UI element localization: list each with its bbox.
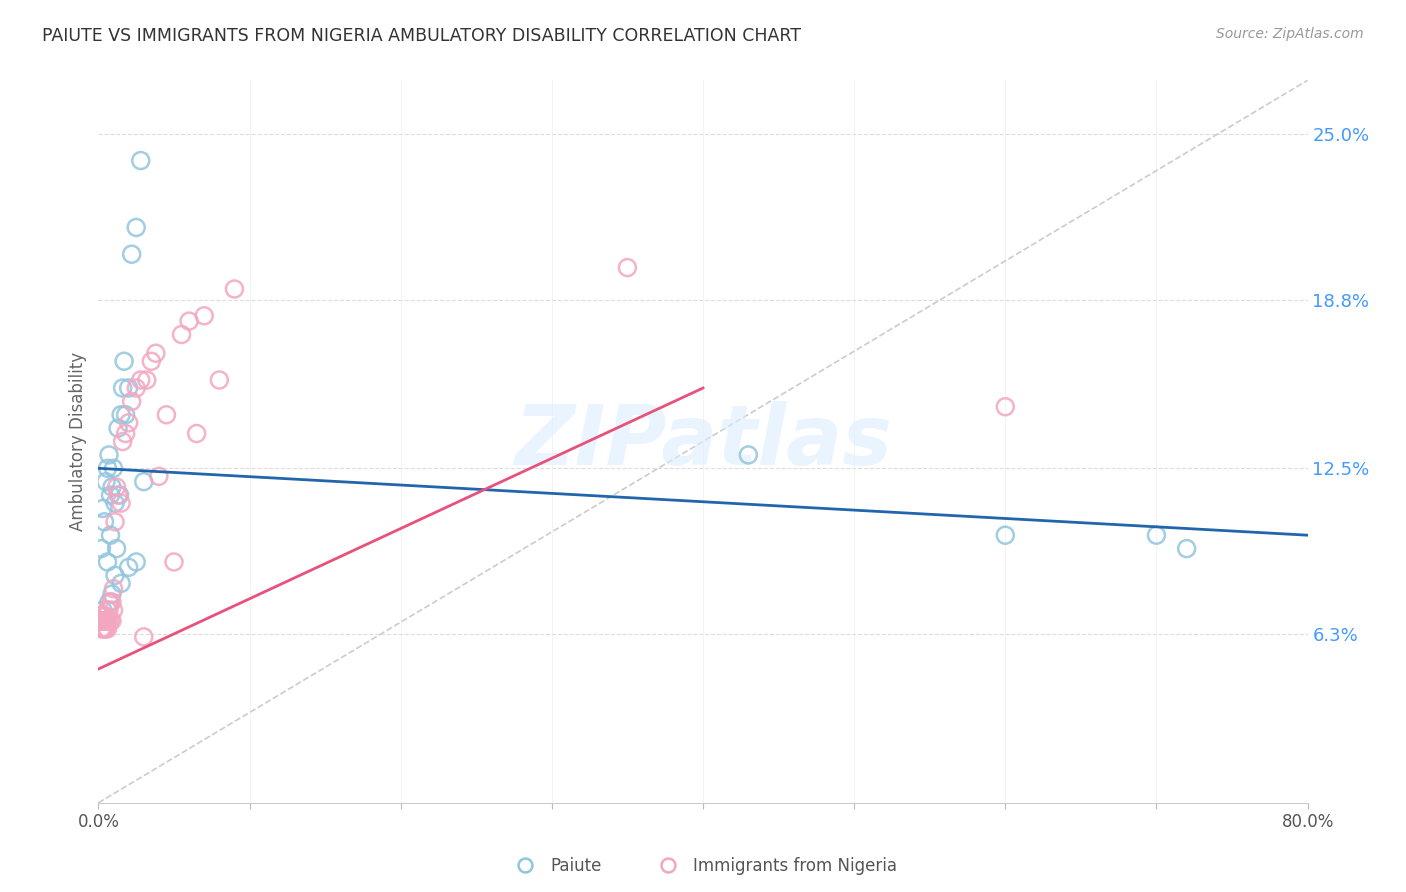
Y-axis label: Ambulatory Disability: Ambulatory Disability	[69, 352, 87, 531]
Point	[125, 555, 148, 569]
Point	[100, 595, 122, 609]
Point	[118, 560, 141, 574]
Point	[91, 608, 114, 623]
Point	[98, 595, 121, 609]
Point	[193, 309, 215, 323]
Point	[91, 622, 114, 636]
Point	[91, 614, 114, 628]
Point	[91, 603, 114, 617]
Point	[98, 603, 121, 617]
Point	[93, 622, 115, 636]
Point	[89, 614, 111, 628]
Point	[100, 528, 122, 542]
Point	[90, 622, 112, 636]
Text: Source: ZipAtlas.com: Source: ZipAtlas.com	[1216, 27, 1364, 41]
Point	[94, 475, 117, 489]
Point	[125, 220, 148, 235]
Point	[112, 354, 135, 368]
Point	[101, 480, 124, 494]
Point	[101, 587, 124, 601]
Point	[114, 408, 136, 422]
Point	[93, 614, 115, 628]
Point	[103, 603, 125, 617]
Point	[208, 373, 231, 387]
Point	[132, 630, 155, 644]
Point	[129, 373, 152, 387]
Point	[1144, 528, 1167, 542]
Point	[170, 327, 193, 342]
Point	[111, 381, 134, 395]
Point	[107, 488, 129, 502]
Point	[96, 603, 118, 617]
Point	[96, 614, 118, 628]
Point	[118, 416, 141, 430]
Point	[132, 475, 155, 489]
Point	[96, 622, 118, 636]
Point	[101, 614, 124, 628]
Point	[110, 408, 132, 422]
Point	[105, 480, 128, 494]
Point	[93, 608, 115, 623]
Point	[98, 614, 121, 628]
Point	[105, 541, 128, 556]
Point	[129, 153, 152, 168]
Point	[111, 434, 134, 449]
Point	[94, 614, 117, 628]
Point	[125, 381, 148, 395]
Point	[101, 595, 124, 609]
Point	[100, 614, 122, 628]
Point	[616, 260, 638, 275]
Point	[110, 576, 132, 591]
Point	[994, 400, 1017, 414]
Point	[114, 426, 136, 441]
Point	[135, 373, 157, 387]
Point	[98, 448, 121, 462]
Point	[93, 515, 115, 529]
Point	[737, 448, 759, 462]
Point	[90, 608, 112, 623]
Point	[145, 346, 167, 360]
Legend: Paiute, Immigrants from Nigeria: Paiute, Immigrants from Nigeria	[502, 850, 904, 881]
Point	[141, 354, 163, 368]
Point	[186, 426, 208, 441]
Point	[118, 381, 141, 395]
Point	[90, 614, 112, 628]
Point	[89, 614, 111, 628]
Point	[994, 528, 1017, 542]
Point	[89, 608, 111, 623]
Point	[224, 282, 246, 296]
Point	[104, 496, 127, 510]
Point	[94, 614, 117, 628]
Point	[96, 461, 118, 475]
Point	[179, 314, 201, 328]
Text: PAIUTE VS IMMIGRANTS FROM NIGERIA AMBULATORY DISABILITY CORRELATION CHART: PAIUTE VS IMMIGRANTS FROM NIGERIA AMBULA…	[42, 27, 801, 45]
Point	[148, 469, 170, 483]
Point	[96, 555, 118, 569]
Point	[104, 515, 127, 529]
Point	[94, 622, 117, 636]
Point	[1175, 541, 1198, 556]
Point	[104, 568, 127, 582]
Point	[155, 408, 177, 422]
Point	[107, 421, 129, 435]
Point	[163, 555, 186, 569]
Point	[108, 488, 131, 502]
Point	[100, 488, 122, 502]
Point	[90, 541, 112, 556]
Point	[103, 582, 125, 596]
Point	[121, 394, 143, 409]
Text: ZIPatlas: ZIPatlas	[515, 401, 891, 482]
Point	[103, 461, 125, 475]
Point	[94, 614, 117, 628]
Point	[110, 496, 132, 510]
Point	[91, 501, 114, 516]
Point	[90, 614, 112, 628]
Point	[121, 247, 143, 261]
